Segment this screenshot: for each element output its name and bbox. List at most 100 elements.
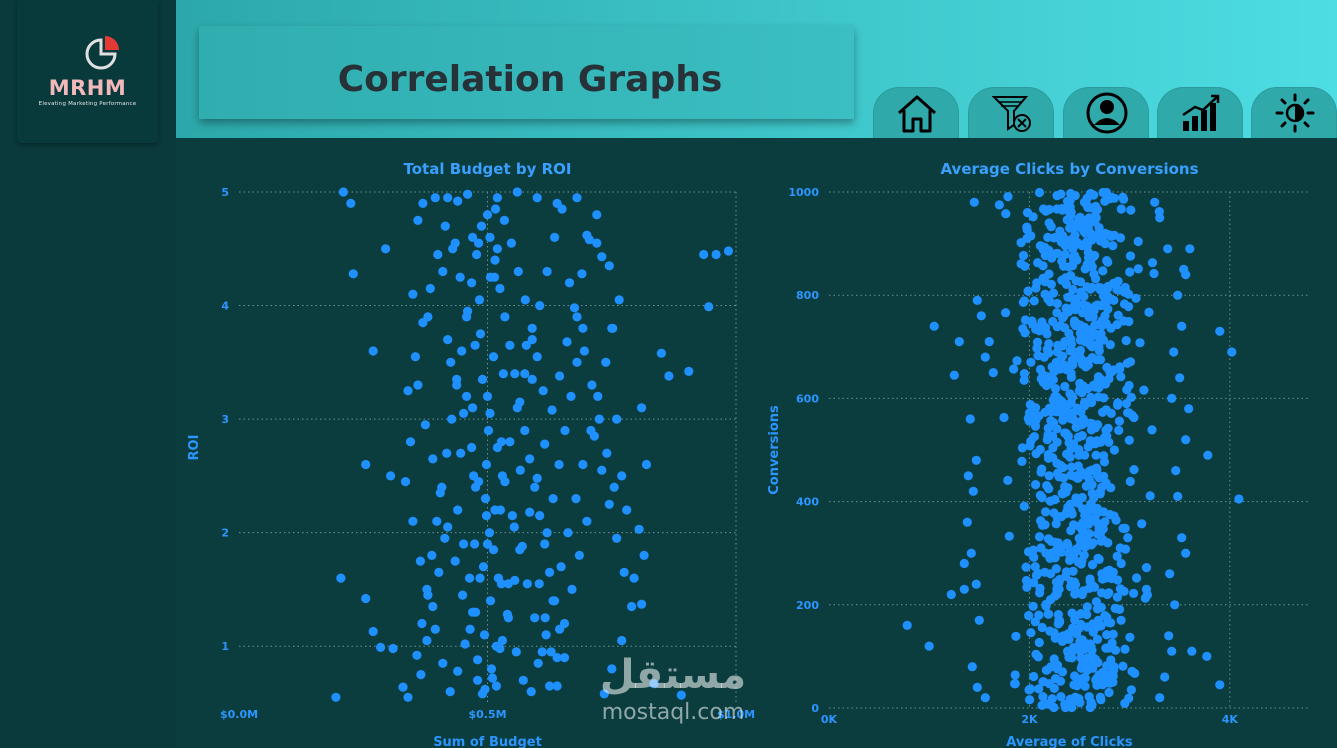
scatter-point[interactable] — [1079, 418, 1090, 428]
scatter-point[interactable] — [567, 584, 577, 594]
scatter-point[interactable] — [639, 550, 649, 560]
scatter-point[interactable] — [1034, 684, 1044, 694]
scatter-point[interactable] — [422, 635, 432, 646]
nav-home-button[interactable] — [873, 87, 959, 139]
scatter-point[interactable] — [1113, 400, 1123, 410]
scatter-point[interactable] — [962, 517, 972, 527]
nav-user-button[interactable] — [1063, 87, 1149, 139]
scatter-point[interactable] — [1154, 207, 1164, 217]
scatter-point[interactable] — [434, 567, 444, 577]
scatter-point[interactable] — [1079, 397, 1090, 408]
scatter-point[interactable] — [1160, 672, 1170, 682]
scatter-point[interactable] — [1085, 577, 1095, 587]
scatter-point[interactable] — [547, 405, 557, 415]
scatter-point[interactable] — [507, 511, 517, 521]
scatter-point[interactable] — [1064, 634, 1074, 644]
scatter-point[interactable] — [550, 232, 560, 242]
scatter-point[interactable] — [1082, 602, 1092, 612]
scatter-point[interactable] — [1141, 584, 1152, 594]
scatter-point[interactable] — [515, 465, 525, 475]
scatter-point[interactable] — [505, 437, 515, 447]
scatter-point[interactable] — [552, 681, 562, 691]
scatter-point[interactable] — [1029, 552, 1039, 562]
scatter-point[interactable] — [1085, 332, 1095, 343]
scatter-point[interactable] — [527, 335, 537, 345]
scatter-point[interactable] — [477, 374, 488, 384]
scatter-point[interactable] — [1029, 296, 1039, 306]
scatter-point[interactable] — [974, 615, 984, 625]
scatter-point[interactable] — [980, 693, 990, 703]
scatter-point[interactable] — [1094, 473, 1104, 483]
scatter-point[interactable] — [1020, 315, 1030, 325]
scatter-point[interactable] — [425, 283, 435, 294]
scatter-point[interactable] — [1052, 513, 1062, 523]
scatter-point[interactable] — [1029, 578, 1039, 588]
scatter-point[interactable] — [1102, 283, 1113, 294]
scatter-point[interactable] — [474, 238, 484, 248]
scatter-point[interactable] — [1076, 674, 1087, 684]
scatter-point[interactable] — [1033, 351, 1043, 361]
scatter-point[interactable] — [1092, 634, 1103, 644]
scatter-point[interactable] — [1074, 695, 1084, 705]
scatter-point[interactable] — [1171, 466, 1181, 476]
scatter-point[interactable] — [684, 366, 694, 376]
scatter-point[interactable] — [1100, 311, 1110, 321]
scatter-point[interactable] — [1126, 205, 1136, 215]
scatter-point[interactable] — [1080, 681, 1090, 691]
scatter-point[interactable] — [413, 380, 423, 390]
scatter-point[interactable] — [1164, 631, 1174, 641]
scatter-point[interactable] — [527, 323, 537, 333]
scatter-point[interactable] — [1113, 276, 1123, 286]
scatter-point[interactable] — [1011, 631, 1021, 641]
scatter-point[interactable] — [433, 249, 443, 260]
scatter-point[interactable] — [1091, 213, 1101, 223]
scatter-point[interactable] — [1066, 339, 1077, 349]
scatter-point[interactable] — [1114, 425, 1124, 435]
scatter-point[interactable] — [929, 321, 939, 331]
scatter-point[interactable] — [403, 692, 413, 702]
scatter-point[interactable] — [579, 346, 589, 356]
scatter-point[interactable] — [496, 437, 506, 447]
scatter-point[interactable] — [1001, 209, 1011, 219]
scatter-point[interactable] — [1078, 381, 1088, 391]
scatter-point[interactable] — [1126, 392, 1136, 402]
scatter-point[interactable] — [1104, 374, 1114, 384]
scatter-point[interactable] — [1064, 328, 1074, 338]
scatter-point[interactable] — [609, 482, 619, 492]
scatter-point[interactable] — [1115, 584, 1125, 594]
scatter-point[interactable] — [1045, 626, 1055, 636]
scatter-point[interactable] — [1121, 399, 1131, 409]
scatter-point[interactable] — [902, 620, 912, 630]
scatter-point[interactable] — [1052, 586, 1062, 596]
scatter-point[interactable] — [418, 318, 428, 328]
scatter-point[interactable] — [1167, 646, 1177, 656]
scatter-point[interactable] — [1071, 422, 1081, 432]
scatter-point[interactable] — [472, 249, 482, 260]
scatter-point[interactable] — [971, 579, 981, 589]
scatter-point[interactable] — [1094, 554, 1104, 564]
scatter-point[interactable] — [500, 477, 510, 487]
scatter-point[interactable] — [1124, 435, 1134, 445]
scatter-point[interactable] — [418, 198, 428, 208]
scatter-point[interactable] — [1089, 269, 1099, 279]
scatter-point[interactable] — [1023, 286, 1033, 296]
scatter-point[interactable] — [500, 312, 510, 322]
scatter-point[interactable] — [497, 635, 507, 646]
scatter-point[interactable] — [476, 221, 487, 231]
scatter-point[interactable] — [1083, 653, 1093, 663]
scatter-point[interactable] — [1096, 374, 1106, 384]
scatter-point[interactable] — [1057, 275, 1067, 285]
scatter-point[interactable] — [460, 639, 470, 649]
scatter-point[interactable] — [1085, 340, 1095, 350]
scatter-point[interactable] — [1131, 293, 1141, 303]
scatter-point[interactable] — [569, 303, 580, 313]
scatter-point[interactable] — [545, 681, 555, 691]
scatter-point[interactable] — [959, 558, 969, 569]
scatter-point[interactable] — [1125, 476, 1135, 487]
scatter-point[interactable] — [971, 455, 981, 465]
scatter-point[interactable] — [1021, 562, 1031, 572]
scatter-point[interactable] — [486, 664, 497, 674]
scatter-point[interactable] — [499, 215, 509, 225]
scatter-point[interactable] — [1091, 450, 1101, 460]
scatter-point[interactable] — [949, 370, 959, 380]
